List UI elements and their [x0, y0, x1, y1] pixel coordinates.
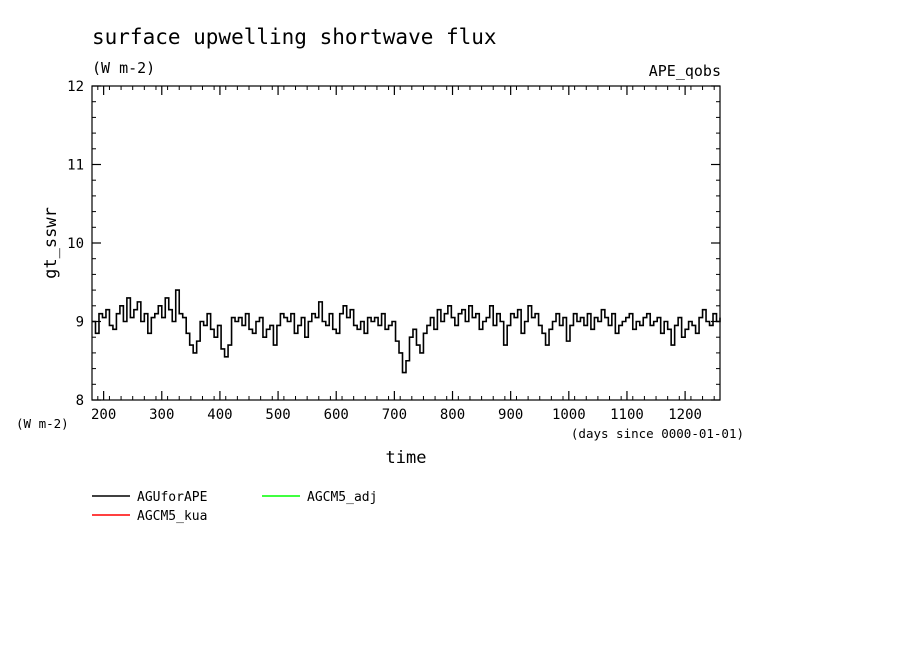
- x-tick-label: 1100: [610, 407, 644, 423]
- series-group: [92, 289, 721, 374]
- legend-label: AGCM5_kua: [137, 509, 207, 524]
- x-tick-label: 900: [498, 407, 523, 423]
- y-axis-ticks: 8 9 10 11 12: [67, 79, 720, 409]
- series-line-aguforape: [92, 289, 721, 374]
- chart-units: (W m-2): [92, 59, 155, 77]
- x-axis-ticks: 200 300 400 500 600 700 800 900 1000 1100 1200: [91, 86, 702, 423]
- x-tick-label: 200: [91, 407, 116, 423]
- x-tick-label: 600: [324, 407, 349, 423]
- x-tick-label: 700: [382, 407, 407, 423]
- x-tick-label: 800: [440, 407, 465, 423]
- x-tick-label: 300: [149, 407, 174, 423]
- x-tick-label: 1000: [552, 407, 586, 423]
- x-tick-label: 1200: [668, 407, 702, 423]
- x-axis-label: time: [386, 448, 427, 468]
- y-tick-label: 11: [67, 158, 84, 174]
- y-axis-label: gt_sswr: [41, 207, 61, 279]
- x-tick-label: 400: [207, 407, 232, 423]
- y-tick-label: 10: [67, 236, 84, 252]
- y-tick-label: 9: [76, 315, 84, 331]
- chart-title: surface upwelling shortwave flux: [92, 25, 497, 49]
- legend: AGUforAPE AGCM5_kua AGCM5_adj: [92, 490, 377, 524]
- minor-ticks: [92, 85, 720, 401]
- y-tick-label: 12: [67, 79, 84, 95]
- plot-frame: [91, 85, 721, 401]
- legend-label: AGCM5_adj: [307, 490, 377, 505]
- x-tick-label: 500: [265, 407, 290, 423]
- y-axis-units: (W m-2): [16, 416, 69, 431]
- y-tick-label: 8: [76, 393, 84, 409]
- x-axis-units: (days since 0000-01-01): [571, 426, 744, 441]
- legend-label: AGUforAPE: [137, 490, 207, 505]
- experiment-label: APE_qobs: [649, 62, 721, 80]
